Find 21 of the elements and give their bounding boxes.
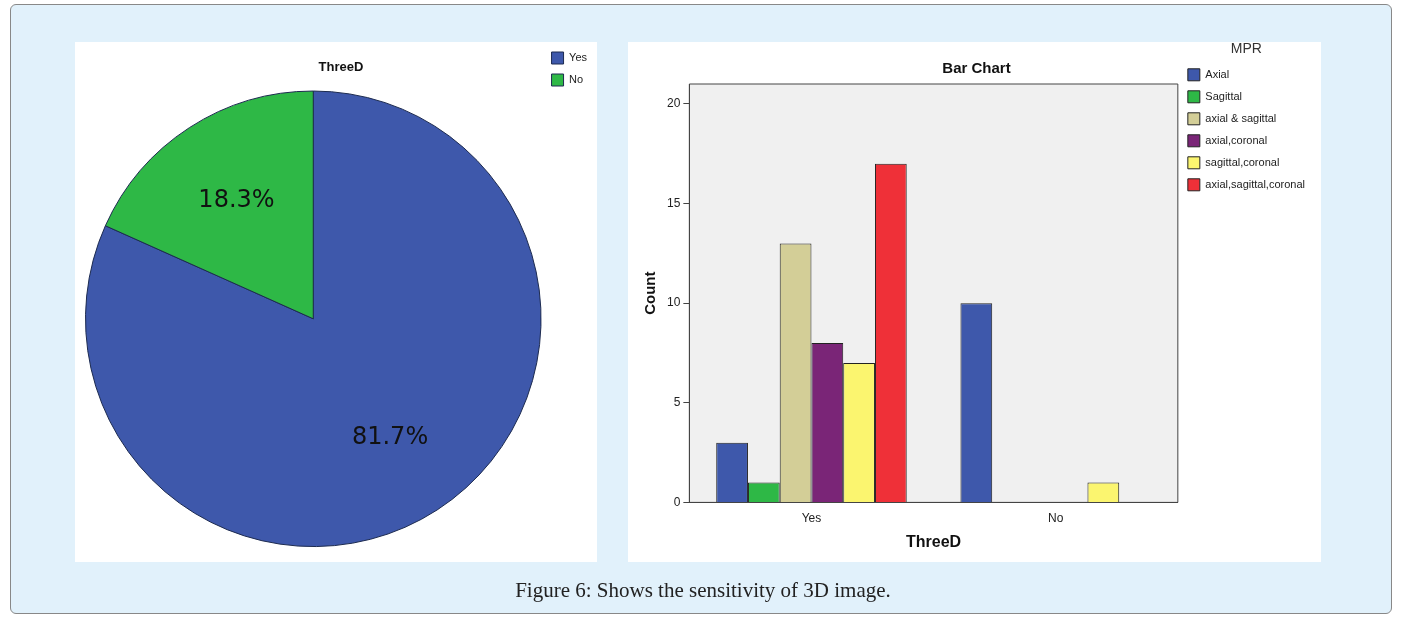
legend-title: MPR	[1230, 39, 1262, 56]
caption: Figure 6: Shows the sensitivity of 3D image.	[514, 578, 892, 603]
legend-label: axial,coronal	[1205, 133, 1268, 146]
legend-label: Sagittal	[1205, 89, 1243, 102]
legend-label: axial,sagittal,coronal	[1205, 177, 1306, 190]
legend-label: axial & sagittal	[1205, 111, 1277, 124]
chart-title: Bar Chart	[942, 59, 1011, 77]
legend-label: sagittal,coronal	[1205, 155, 1280, 168]
legend-label: Axial	[1205, 67, 1230, 80]
legend-label: No	[569, 73, 584, 86]
y-tick-label: 20	[666, 96, 681, 111]
y-tick-label: 10	[666, 295, 681, 310]
text: ThreeD	[318, 59, 364, 75]
data-label: 18.3%	[198, 184, 275, 213]
x-axis-title: ThreeD	[906, 532, 962, 550]
y-tick-label: 0	[673, 494, 681, 509]
data-label: 81.7%	[351, 421, 429, 450]
y-tick-label: 5	[673, 395, 681, 410]
y-tick-label: 15	[666, 195, 681, 210]
legend-label: Yes	[569, 51, 588, 64]
y-axis-title: Count	[641, 271, 659, 315]
